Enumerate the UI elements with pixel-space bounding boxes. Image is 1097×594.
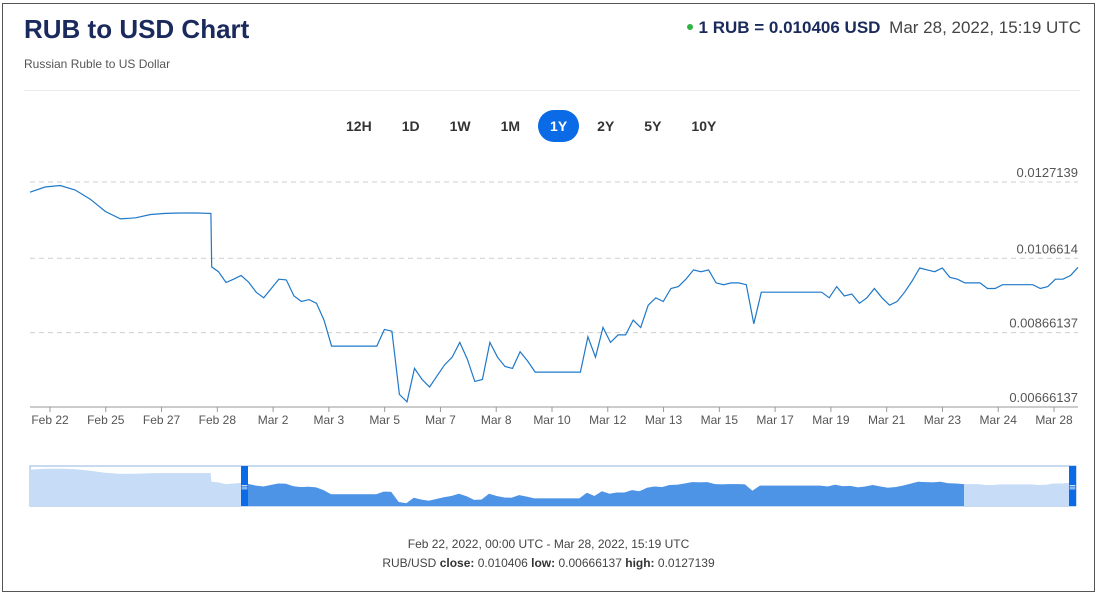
range-navigator: ≡ ≡ xyxy=(29,465,1077,507)
tab-1m[interactable]: 1M xyxy=(500,118,521,134)
footer-pair: RUB/USD xyxy=(382,556,437,570)
y-tick-label: 0.0127139 xyxy=(1017,165,1078,180)
current-rate: 1 RUB = 0.010406 USD Mar 28, 2022, 15:19… xyxy=(686,18,1081,38)
page-title: RUB to USD Chart xyxy=(24,14,250,44)
footer-high-value: 0.0127139 xyxy=(657,556,715,570)
y-tick-label: 0.0106614 xyxy=(1017,241,1078,256)
timeframe-tabs: 12H 1D 1W 1M 1Y 2Y 5Y 10Y xyxy=(334,110,734,142)
y-axis-labels: 0.0127139 0.0106614 0.00866137 0.00666137 xyxy=(1009,165,1078,405)
x-tick-label: Mar 8 xyxy=(481,413,512,427)
x-tick-label: Mar 19 xyxy=(812,413,850,427)
y-tick-label: 0.00666137 xyxy=(1009,390,1078,405)
x-tick-label: Mar 28 xyxy=(1035,413,1073,427)
chart-widget xyxy=(2,3,1095,592)
footer-low-label: low: xyxy=(531,556,556,570)
tab-10y[interactable]: 10Y xyxy=(691,118,717,134)
navigator-selected-area xyxy=(244,481,964,506)
navigator-right-handle[interactable] xyxy=(1069,466,1076,506)
x-tick-label: Feb 27 xyxy=(143,413,181,427)
x-tick-label: Mar 7 xyxy=(425,413,456,427)
rate-timestamp: Mar 28, 2022, 15:19 UTC xyxy=(889,18,1081,37)
tab-5y[interactable]: 5Y xyxy=(644,118,662,134)
footer-low-value: 0.00666137 xyxy=(558,556,622,570)
live-status-icon xyxy=(686,23,693,30)
x-tick-label: Mar 5 xyxy=(369,413,400,427)
footer-close-value: 0.010406 xyxy=(477,556,528,570)
footer-close-label: close: xyxy=(439,556,475,570)
rate-series-line xyxy=(29,184,1079,403)
x-tick-label: Mar 3 xyxy=(314,413,345,427)
x-tick-label: Mar 10 xyxy=(533,413,571,427)
x-axis-ticks: Feb 22 Feb 25 Feb 27 Feb 28 Mar 2 Mar 3 Mar 5 M… xyxy=(31,407,1073,427)
x-tick-label: Mar 12 xyxy=(589,413,627,427)
rate-value: 1 RUB = 0.010406 USD xyxy=(698,18,881,37)
grid-lines xyxy=(30,181,1078,334)
navigator-left-handle-icon: ≡ xyxy=(241,483,249,493)
x-tick-label: Mar 17 xyxy=(756,413,794,427)
footer-high-label: high: xyxy=(625,556,655,570)
header-divider xyxy=(24,90,1080,91)
tab-2y[interactable]: 2Y xyxy=(597,118,615,134)
x-tick-label: Mar 23 xyxy=(924,413,962,427)
x-tick-label: Mar 13 xyxy=(645,413,683,427)
tab-12h[interactable]: 12H xyxy=(346,118,372,134)
navigator-right-handle-icon: ≡ xyxy=(1069,483,1077,493)
tab-1w[interactable]: 1W xyxy=(449,118,471,134)
footer-range: Feb 22, 2022, 00:00 UTC - Mar 28, 2022, … xyxy=(407,537,690,551)
x-tick-label: Mar 2 xyxy=(258,413,289,427)
navigator-left-handle[interactable] xyxy=(241,466,248,506)
footer-stats: RUB/USD close: 0.010406 low: 0.00666137 … xyxy=(0,556,1097,570)
x-tick-label: Mar 15 xyxy=(701,413,739,427)
tab-1d[interactable]: 1D xyxy=(401,118,420,134)
x-tick-label: Mar 21 xyxy=(868,413,906,427)
tab-1y[interactable]: 1Y xyxy=(538,110,580,142)
x-tick-label: Feb 25 xyxy=(87,413,125,427)
x-tick-label: Feb 22 xyxy=(31,413,69,427)
x-tick-label: Mar 24 xyxy=(980,413,1018,427)
x-tick-label: Feb 28 xyxy=(199,413,237,427)
page-subtitle: Russian Ruble to US Dollar xyxy=(24,57,171,71)
y-tick-label: 0.00866137 xyxy=(1009,316,1078,331)
